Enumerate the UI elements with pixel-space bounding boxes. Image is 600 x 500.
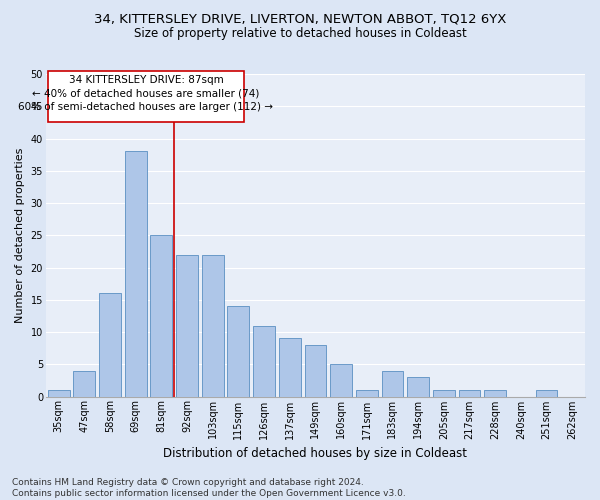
- Text: 60% of semi-detached houses are larger (112) →: 60% of semi-detached houses are larger (…: [19, 102, 274, 112]
- Text: Size of property relative to detached houses in Coldeast: Size of property relative to detached ho…: [134, 28, 466, 40]
- Bar: [227, 306, 250, 396]
- Text: 34 KITTERSLEY DRIVE: 87sqm: 34 KITTERSLEY DRIVE: 87sqm: [68, 74, 223, 85]
- Bar: [305, 345, 326, 397]
- Text: 34, KITTERSLEY DRIVE, LIVERTON, NEWTON ABBOT, TQ12 6YX: 34, KITTERSLEY DRIVE, LIVERTON, NEWTON A…: [94, 12, 506, 26]
- Bar: [536, 390, 557, 396]
- Text: ← 40% of detached houses are smaller (74): ← 40% of detached houses are smaller (74…: [32, 89, 260, 99]
- Bar: [279, 338, 301, 396]
- Bar: [458, 390, 481, 396]
- Bar: [330, 364, 352, 396]
- Bar: [484, 390, 506, 396]
- Y-axis label: Number of detached properties: Number of detached properties: [15, 148, 25, 323]
- Bar: [356, 390, 377, 396]
- Bar: [407, 377, 429, 396]
- Bar: [125, 152, 146, 396]
- Bar: [49, 71, 244, 122]
- Bar: [202, 254, 224, 396]
- Bar: [176, 254, 198, 396]
- Bar: [99, 294, 121, 397]
- Bar: [433, 390, 455, 396]
- Bar: [73, 370, 95, 396]
- X-axis label: Distribution of detached houses by size in Coldeast: Distribution of detached houses by size …: [163, 447, 467, 460]
- Bar: [151, 236, 172, 396]
- Bar: [48, 390, 70, 396]
- Bar: [382, 370, 403, 396]
- Bar: [253, 326, 275, 396]
- Text: Contains HM Land Registry data © Crown copyright and database right 2024.
Contai: Contains HM Land Registry data © Crown c…: [12, 478, 406, 498]
